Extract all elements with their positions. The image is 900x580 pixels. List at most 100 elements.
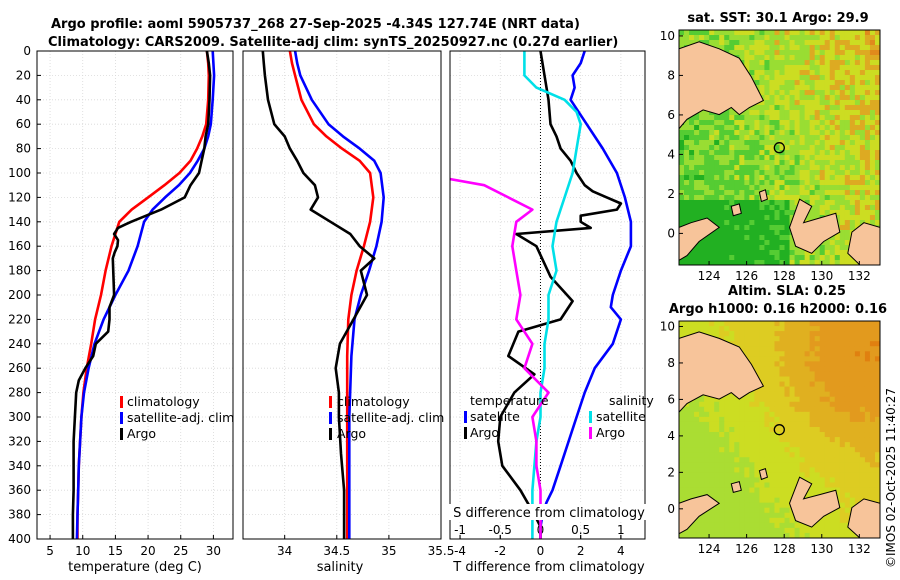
heatmap-cell xyxy=(769,200,776,206)
heatmap-cell xyxy=(809,472,816,479)
heatmap-cell xyxy=(684,150,690,156)
heatmap-cell xyxy=(849,175,856,181)
heatmap-cell xyxy=(869,205,876,211)
heatmap-cell xyxy=(724,195,730,201)
heatmap-cell xyxy=(759,462,766,468)
heatmap-cell xyxy=(874,185,880,191)
heatmap-cell xyxy=(844,205,851,211)
heatmap-cell xyxy=(749,421,755,428)
heatmap-cell xyxy=(819,457,826,463)
heatmap-cell xyxy=(764,321,771,327)
heatmap-cell xyxy=(694,487,700,494)
heatmap-cell xyxy=(869,356,876,362)
heatmap-cell xyxy=(814,391,821,398)
heatmap-cell xyxy=(769,215,776,221)
heatmap-cell xyxy=(834,235,841,241)
heatmap-cell xyxy=(849,457,856,463)
heatmap-cell xyxy=(819,361,826,368)
heatmap-cell xyxy=(744,477,750,484)
heatmap-cell xyxy=(694,145,700,151)
heatmap-cell xyxy=(754,487,761,494)
heatmap-cell xyxy=(839,165,846,171)
heatmap-cell xyxy=(729,492,735,499)
heatmap-cell xyxy=(779,426,786,433)
heatmap-cell xyxy=(744,512,750,519)
heatmap-cell xyxy=(779,260,786,265)
heatmap-cell xyxy=(859,125,866,131)
heatmap-cell xyxy=(854,391,861,398)
salinity-axes-box xyxy=(242,50,442,540)
heatmap-cell xyxy=(849,170,856,176)
heatmap-cell xyxy=(799,155,806,161)
heatmap-cell xyxy=(714,140,720,146)
heatmap-cell xyxy=(714,150,720,156)
heatmap-cell xyxy=(874,60,880,66)
heatmap-cell xyxy=(684,30,690,36)
heatmap-cell xyxy=(704,396,710,403)
heatmap-cell xyxy=(869,105,876,111)
heatmap-cell xyxy=(759,336,766,342)
heatmap-cell xyxy=(864,215,871,221)
heatmap-cell xyxy=(839,452,846,458)
heatmap-cell xyxy=(734,225,740,231)
heatmap-cell xyxy=(769,457,776,463)
heatmap-cell xyxy=(764,220,771,226)
heatmap-cell xyxy=(769,361,776,368)
heatmap-cell xyxy=(689,250,695,256)
heatmap-cell xyxy=(689,120,695,126)
heatmap-cell xyxy=(774,45,781,51)
heatmap-cell xyxy=(869,426,876,433)
heatmap-cell xyxy=(724,185,730,191)
heatmap-cell xyxy=(699,205,705,211)
heatmap-cell xyxy=(799,165,806,171)
heatmap-cell xyxy=(839,442,846,448)
heatmap-cell xyxy=(874,80,880,86)
heatmap-cell xyxy=(839,532,846,538)
heatmap-cell xyxy=(799,437,806,443)
heatmap-cell xyxy=(789,351,796,357)
heatmap-cell xyxy=(824,125,831,131)
heatmap-cell xyxy=(859,381,866,388)
heatmap-cell xyxy=(749,235,755,241)
heatmap-cell xyxy=(859,351,866,357)
heatmap-cell xyxy=(824,130,831,136)
heatmap-cell xyxy=(819,366,826,373)
heatmap-cell xyxy=(734,115,740,121)
heatmap-cell xyxy=(824,50,831,56)
heatmap-cell xyxy=(734,447,740,453)
heatmap-cell xyxy=(779,482,786,489)
heatmap-cell xyxy=(744,190,750,196)
heatmap-cell xyxy=(694,401,700,408)
heatmap-cell xyxy=(874,90,880,96)
heatmap-cell xyxy=(794,432,801,438)
heatmap-cell xyxy=(794,135,801,141)
heatmap-cell xyxy=(854,140,861,146)
heatmap-cell xyxy=(764,522,771,529)
heatmap-cell xyxy=(699,185,705,191)
heatmap-cell xyxy=(874,341,880,347)
heatmap-cell xyxy=(789,100,796,106)
heatmap-cell xyxy=(804,386,811,393)
map-y-tick-label: 10 xyxy=(660,319,675,333)
heatmap-cell xyxy=(769,110,776,116)
heatmap-cell xyxy=(749,165,755,171)
heatmap-cell xyxy=(789,45,796,51)
land-mass xyxy=(679,331,765,413)
heatmap-cell xyxy=(719,411,725,418)
heatmap-cell xyxy=(769,532,776,538)
heatmap-cell xyxy=(849,321,856,327)
heatmap-cell xyxy=(774,75,781,81)
heatmap-cell xyxy=(769,160,776,166)
heatmap-cell xyxy=(824,55,831,61)
heatmap-cell xyxy=(734,120,740,126)
heatmap-cell xyxy=(734,200,740,206)
heatmap-cell xyxy=(719,497,725,504)
heatmap-cell xyxy=(784,487,791,494)
heatmap-cell xyxy=(794,65,801,71)
heatmap-cell xyxy=(849,487,856,494)
heatmap-cell xyxy=(759,80,766,86)
heatmap-cell xyxy=(799,90,806,96)
heatmap-cell xyxy=(799,381,806,388)
heatmap-cell xyxy=(719,240,725,246)
heatmap-cell xyxy=(679,145,685,151)
